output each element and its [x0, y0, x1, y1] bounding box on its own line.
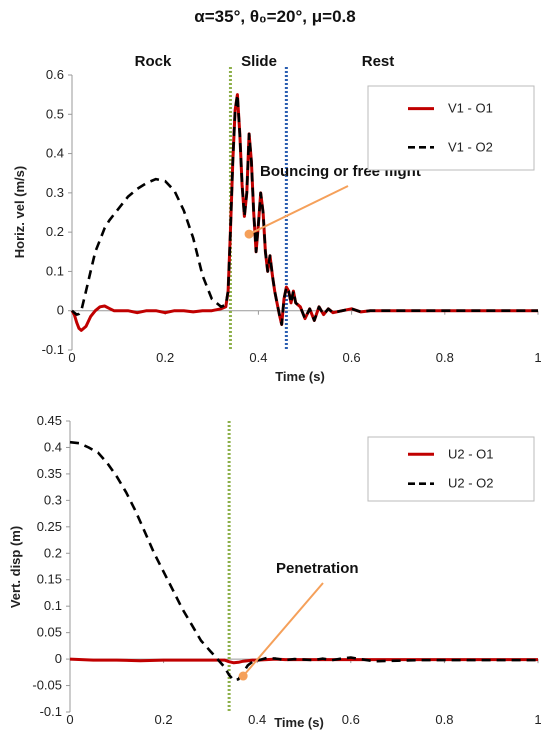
- y-tick-label: -0.1: [42, 342, 64, 357]
- x-tick-label: 0: [68, 350, 75, 365]
- x-tick-label: 0.6: [343, 350, 361, 365]
- x-axis-title: Time (s): [274, 715, 324, 730]
- series-line-2: [71, 93, 538, 326]
- annotation-point: [238, 671, 248, 681]
- y-tick-label: 0.3: [44, 492, 62, 507]
- x-tick-label: 0.8: [435, 712, 453, 727]
- series-line-1: [69, 657, 538, 665]
- y-tick-label: 0.35: [37, 466, 62, 481]
- x-tick-label: 1: [534, 712, 541, 727]
- y-tick-label: 0.25: [37, 519, 62, 534]
- phase-label: Slide: [241, 53, 277, 70]
- y-tick-label: 0.2: [46, 224, 64, 239]
- annotation-pointer-line: [248, 185, 349, 236]
- y-tick-label: 0: [55, 651, 62, 666]
- y-axis-title: Horiz. vel (m/s): [12, 166, 27, 258]
- displacement-chart: -0.1 -0.05 0 0.05 0.1 0.15 0.2 0.25 0.3 0.35 0.4 0.…: [8, 413, 542, 730]
- series-line-2: [69, 440, 538, 682]
- annotation-pointer-line: [242, 582, 324, 677]
- y-tick-label: -0.05: [32, 678, 62, 693]
- legend-entry: U2 - O1: [448, 446, 494, 461]
- legend-entry: V1 - O1: [448, 101, 493, 116]
- velocity-chart: -0.1 0 0.1 0.2 0.3 0.4 0.5 0.6 0 0.2 0.4 0.6 0.8 1 Tim…: [12, 53, 542, 384]
- y-tick-label: 0.45: [37, 413, 62, 428]
- phase-label: Rest: [362, 53, 395, 70]
- y-tick-label: 0.2: [44, 545, 62, 560]
- legend-box: [367, 85, 535, 171]
- annotation-point: [244, 229, 254, 239]
- y-tick-label: 0.05: [37, 625, 62, 640]
- x-tick-label: 0.4: [249, 350, 267, 365]
- legend-entry: V1 - O2: [448, 139, 493, 154]
- x-tick-label: 0.2: [155, 712, 173, 727]
- annotation-label: Penetration: [276, 560, 359, 577]
- y-tick-label: 0.6: [46, 67, 64, 82]
- y-tick-label: -0.1: [40, 704, 62, 719]
- x-tick-label: 0: [66, 712, 73, 727]
- x-tick-label: 0.2: [156, 350, 174, 365]
- phase-label: Rock: [135, 53, 172, 70]
- y-axis-title: Vert. disp (m): [8, 526, 23, 608]
- x-tick-label: 1: [534, 350, 541, 365]
- x-tick-label: 0.8: [436, 350, 454, 365]
- legend-box: [367, 436, 535, 502]
- x-tick-label: 0.4: [248, 712, 266, 727]
- y-tick-label: 0.1: [46, 263, 64, 278]
- x-axis-title: Time (s): [275, 369, 325, 384]
- legend-entry: U2 - O2: [448, 476, 494, 491]
- figure-title: α=35°, θ₀=20°, μ=0.8: [194, 7, 355, 26]
- y-tick-label: 0.4: [44, 439, 62, 454]
- y-tick-label: 0.1: [44, 598, 62, 613]
- y-tick-label: 0.4: [46, 146, 64, 161]
- y-tick-label: 0.5: [46, 106, 64, 121]
- y-tick-label: 0.3: [46, 185, 64, 200]
- y-tick-label: 0: [57, 303, 64, 318]
- x-tick-label: 0.6: [342, 712, 360, 727]
- y-tick-label: 0.15: [37, 572, 62, 587]
